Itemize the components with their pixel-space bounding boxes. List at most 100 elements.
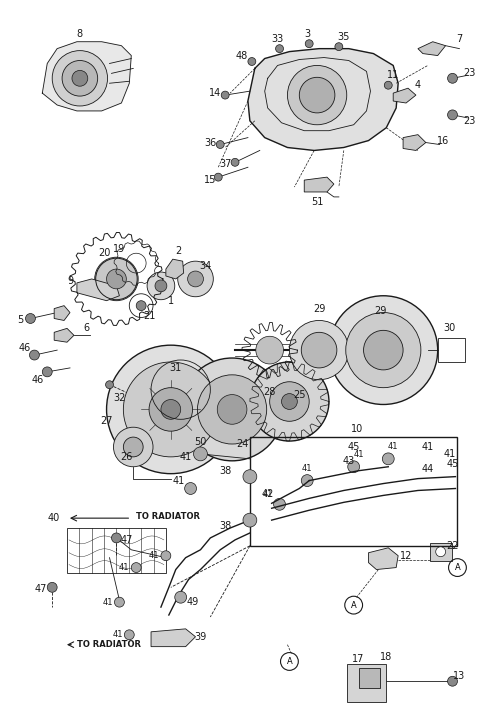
Text: 22: 22 <box>446 541 459 551</box>
Circle shape <box>123 362 218 457</box>
Circle shape <box>62 60 97 96</box>
Circle shape <box>175 591 187 603</box>
Circle shape <box>47 582 57 593</box>
Text: 41: 41 <box>112 630 123 639</box>
Polygon shape <box>304 177 334 192</box>
Text: 34: 34 <box>199 261 212 271</box>
Text: 14: 14 <box>209 88 221 98</box>
Text: 38: 38 <box>219 521 231 531</box>
Text: 28: 28 <box>264 387 276 397</box>
Circle shape <box>214 174 222 181</box>
Circle shape <box>243 469 257 484</box>
Circle shape <box>216 140 224 148</box>
Text: 38: 38 <box>219 466 231 476</box>
Circle shape <box>149 387 192 431</box>
Bar <box>359 668 380 688</box>
Circle shape <box>123 437 143 457</box>
Bar <box>250 437 457 546</box>
Text: 4: 4 <box>415 80 421 90</box>
Text: A: A <box>287 657 292 666</box>
Text: 16: 16 <box>436 135 449 145</box>
Circle shape <box>436 546 445 557</box>
Text: 39: 39 <box>194 631 206 642</box>
Text: 9: 9 <box>67 276 73 286</box>
Circle shape <box>113 427 153 467</box>
Circle shape <box>250 362 329 441</box>
Polygon shape <box>403 135 426 150</box>
Text: 10: 10 <box>350 424 363 434</box>
Text: 41: 41 <box>421 442 434 452</box>
Text: 46: 46 <box>18 343 31 353</box>
Text: 45: 45 <box>348 442 360 452</box>
Text: 30: 30 <box>444 323 456 333</box>
Text: 43: 43 <box>343 456 355 466</box>
Polygon shape <box>151 629 195 647</box>
Circle shape <box>131 562 141 572</box>
Circle shape <box>155 280 167 292</box>
Text: 36: 36 <box>204 138 216 148</box>
Bar <box>430 543 452 561</box>
Text: 51: 51 <box>311 197 324 207</box>
Circle shape <box>301 333 337 368</box>
Circle shape <box>276 45 284 53</box>
Circle shape <box>288 66 347 125</box>
Circle shape <box>346 312 421 387</box>
Text: 41: 41 <box>444 449 456 459</box>
Text: 41: 41 <box>102 598 113 607</box>
Circle shape <box>95 257 138 301</box>
Text: 33: 33 <box>271 34 284 44</box>
Text: 23: 23 <box>463 68 476 78</box>
Circle shape <box>248 58 256 66</box>
Text: A: A <box>351 600 357 610</box>
Circle shape <box>301 474 313 487</box>
Text: TO RADIATOR: TO RADIATOR <box>136 512 200 521</box>
Circle shape <box>335 42 343 50</box>
Text: 47: 47 <box>34 585 47 594</box>
Circle shape <box>111 533 121 543</box>
Text: 19: 19 <box>113 244 126 254</box>
Text: 44: 44 <box>421 464 434 474</box>
Text: A: A <box>455 563 460 572</box>
Text: 49: 49 <box>186 597 199 607</box>
Text: 37: 37 <box>219 159 231 169</box>
Text: 50: 50 <box>194 437 207 447</box>
Circle shape <box>300 77 335 113</box>
Text: 7: 7 <box>456 34 463 44</box>
Text: 40: 40 <box>48 513 60 523</box>
Text: 24: 24 <box>236 439 248 449</box>
Circle shape <box>180 358 284 461</box>
Text: 47: 47 <box>120 535 132 545</box>
Polygon shape <box>54 328 74 342</box>
Circle shape <box>161 400 180 419</box>
Circle shape <box>185 482 196 495</box>
Text: 46: 46 <box>31 375 44 384</box>
Circle shape <box>52 50 108 106</box>
Circle shape <box>221 91 229 99</box>
Text: 41: 41 <box>388 443 398 451</box>
Text: 6: 6 <box>84 323 90 333</box>
Circle shape <box>178 261 213 297</box>
Text: 41: 41 <box>180 452 192 462</box>
Circle shape <box>270 382 309 421</box>
Circle shape <box>136 301 146 310</box>
Circle shape <box>384 81 392 89</box>
Text: 18: 18 <box>380 652 393 662</box>
Circle shape <box>447 73 457 84</box>
Text: 41: 41 <box>173 476 185 485</box>
Circle shape <box>72 71 88 86</box>
Text: 41: 41 <box>353 451 364 459</box>
Circle shape <box>243 513 257 527</box>
Circle shape <box>161 551 171 561</box>
Text: 41: 41 <box>263 490 273 499</box>
Circle shape <box>124 630 134 640</box>
Polygon shape <box>54 305 70 320</box>
Polygon shape <box>42 42 131 111</box>
Circle shape <box>447 676 457 686</box>
Circle shape <box>231 158 239 166</box>
Text: 21: 21 <box>143 310 155 320</box>
Text: 48: 48 <box>236 50 248 60</box>
Circle shape <box>305 40 313 48</box>
Circle shape <box>447 110 457 120</box>
Text: 13: 13 <box>453 671 466 681</box>
Polygon shape <box>248 49 398 150</box>
